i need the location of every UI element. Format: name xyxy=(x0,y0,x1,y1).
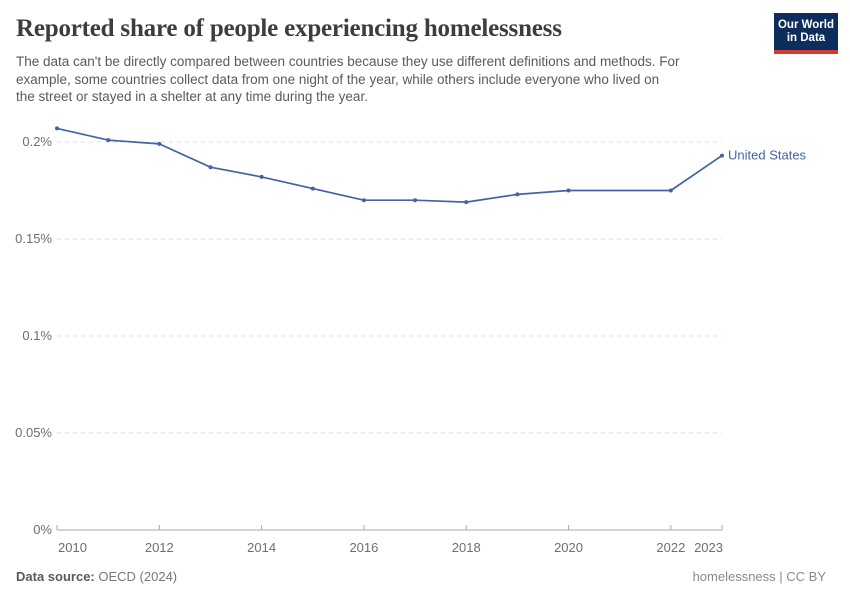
line-chart-svg[interactable]: 0% 0.05% 0.1% 0.15% 0.2% 2010 2012 2014 2016 2018… xyxy=(0,112,850,560)
owid-logo: Our World in Data xyxy=(774,13,838,54)
data-point-2014[interactable] xyxy=(259,174,264,179)
owid-logo-text: in Data xyxy=(786,32,826,44)
data-point-2023[interactable] xyxy=(720,153,724,158)
subtitle-line: the street or stayed in a shelter at any… xyxy=(16,89,368,104)
data-point-2013[interactable] xyxy=(208,165,213,170)
data-point-2018[interactable] xyxy=(464,200,469,205)
series-line-united-states[interactable] xyxy=(56,127,723,203)
data-point-2010[interactable] xyxy=(55,126,59,131)
line-chart[interactable]: 0% 0.05% 0.1% 0.15% 0.2% 2010 2012 2014 2016 2018… xyxy=(0,112,850,560)
chart-title: Reported share of people experiencing ho… xyxy=(16,15,562,42)
owid-logo-text: Our World xyxy=(777,19,834,31)
data-point-2015[interactable] xyxy=(310,186,315,191)
data-point-2012[interactable] xyxy=(157,141,162,146)
x-tick-label: 2014 xyxy=(247,540,276,555)
data-source-value: OECD (2024) xyxy=(98,569,178,584)
x-tick-label: 2016 xyxy=(349,540,378,555)
y-tick-label: 0.15% xyxy=(15,231,52,246)
data-point-2016[interactable] xyxy=(361,198,366,203)
x-tick-label: 2022 xyxy=(656,540,685,555)
subtitle-line: example, some countries collect data fro… xyxy=(16,71,660,87)
data-point-2022[interactable] xyxy=(668,188,673,193)
chart-subtitle: The data can't be directly compared betw… xyxy=(16,53,776,106)
x-tick-label: 2023 xyxy=(694,540,723,555)
series-end-label[interactable]: United States xyxy=(728,148,807,163)
x-tick-label: 2018 xyxy=(452,540,481,555)
data-source-label: Data source: xyxy=(16,569,95,584)
x-tick-label: 2020 xyxy=(554,540,583,555)
data-point-2011[interactable] xyxy=(106,138,111,143)
y-tick-label: 0% xyxy=(33,522,52,537)
y-tick-label: 0.05% xyxy=(15,425,52,440)
y-tick-label: 0.1% xyxy=(22,328,52,343)
x-tick-label: 2010 xyxy=(58,540,87,555)
x-tick-label: 2012 xyxy=(145,540,174,555)
data-point-2017[interactable] xyxy=(413,198,418,203)
license-note[interactable]: homelessness | CC BY xyxy=(692,569,826,584)
data-source: Data source: OECD (2024) xyxy=(16,569,177,584)
y-tick-label: 0.2% xyxy=(22,134,52,149)
data-point-2019[interactable] xyxy=(515,192,520,197)
data-point-2020[interactable] xyxy=(566,188,571,193)
subtitle-line: The data can't be directly compared betw… xyxy=(16,54,680,69)
